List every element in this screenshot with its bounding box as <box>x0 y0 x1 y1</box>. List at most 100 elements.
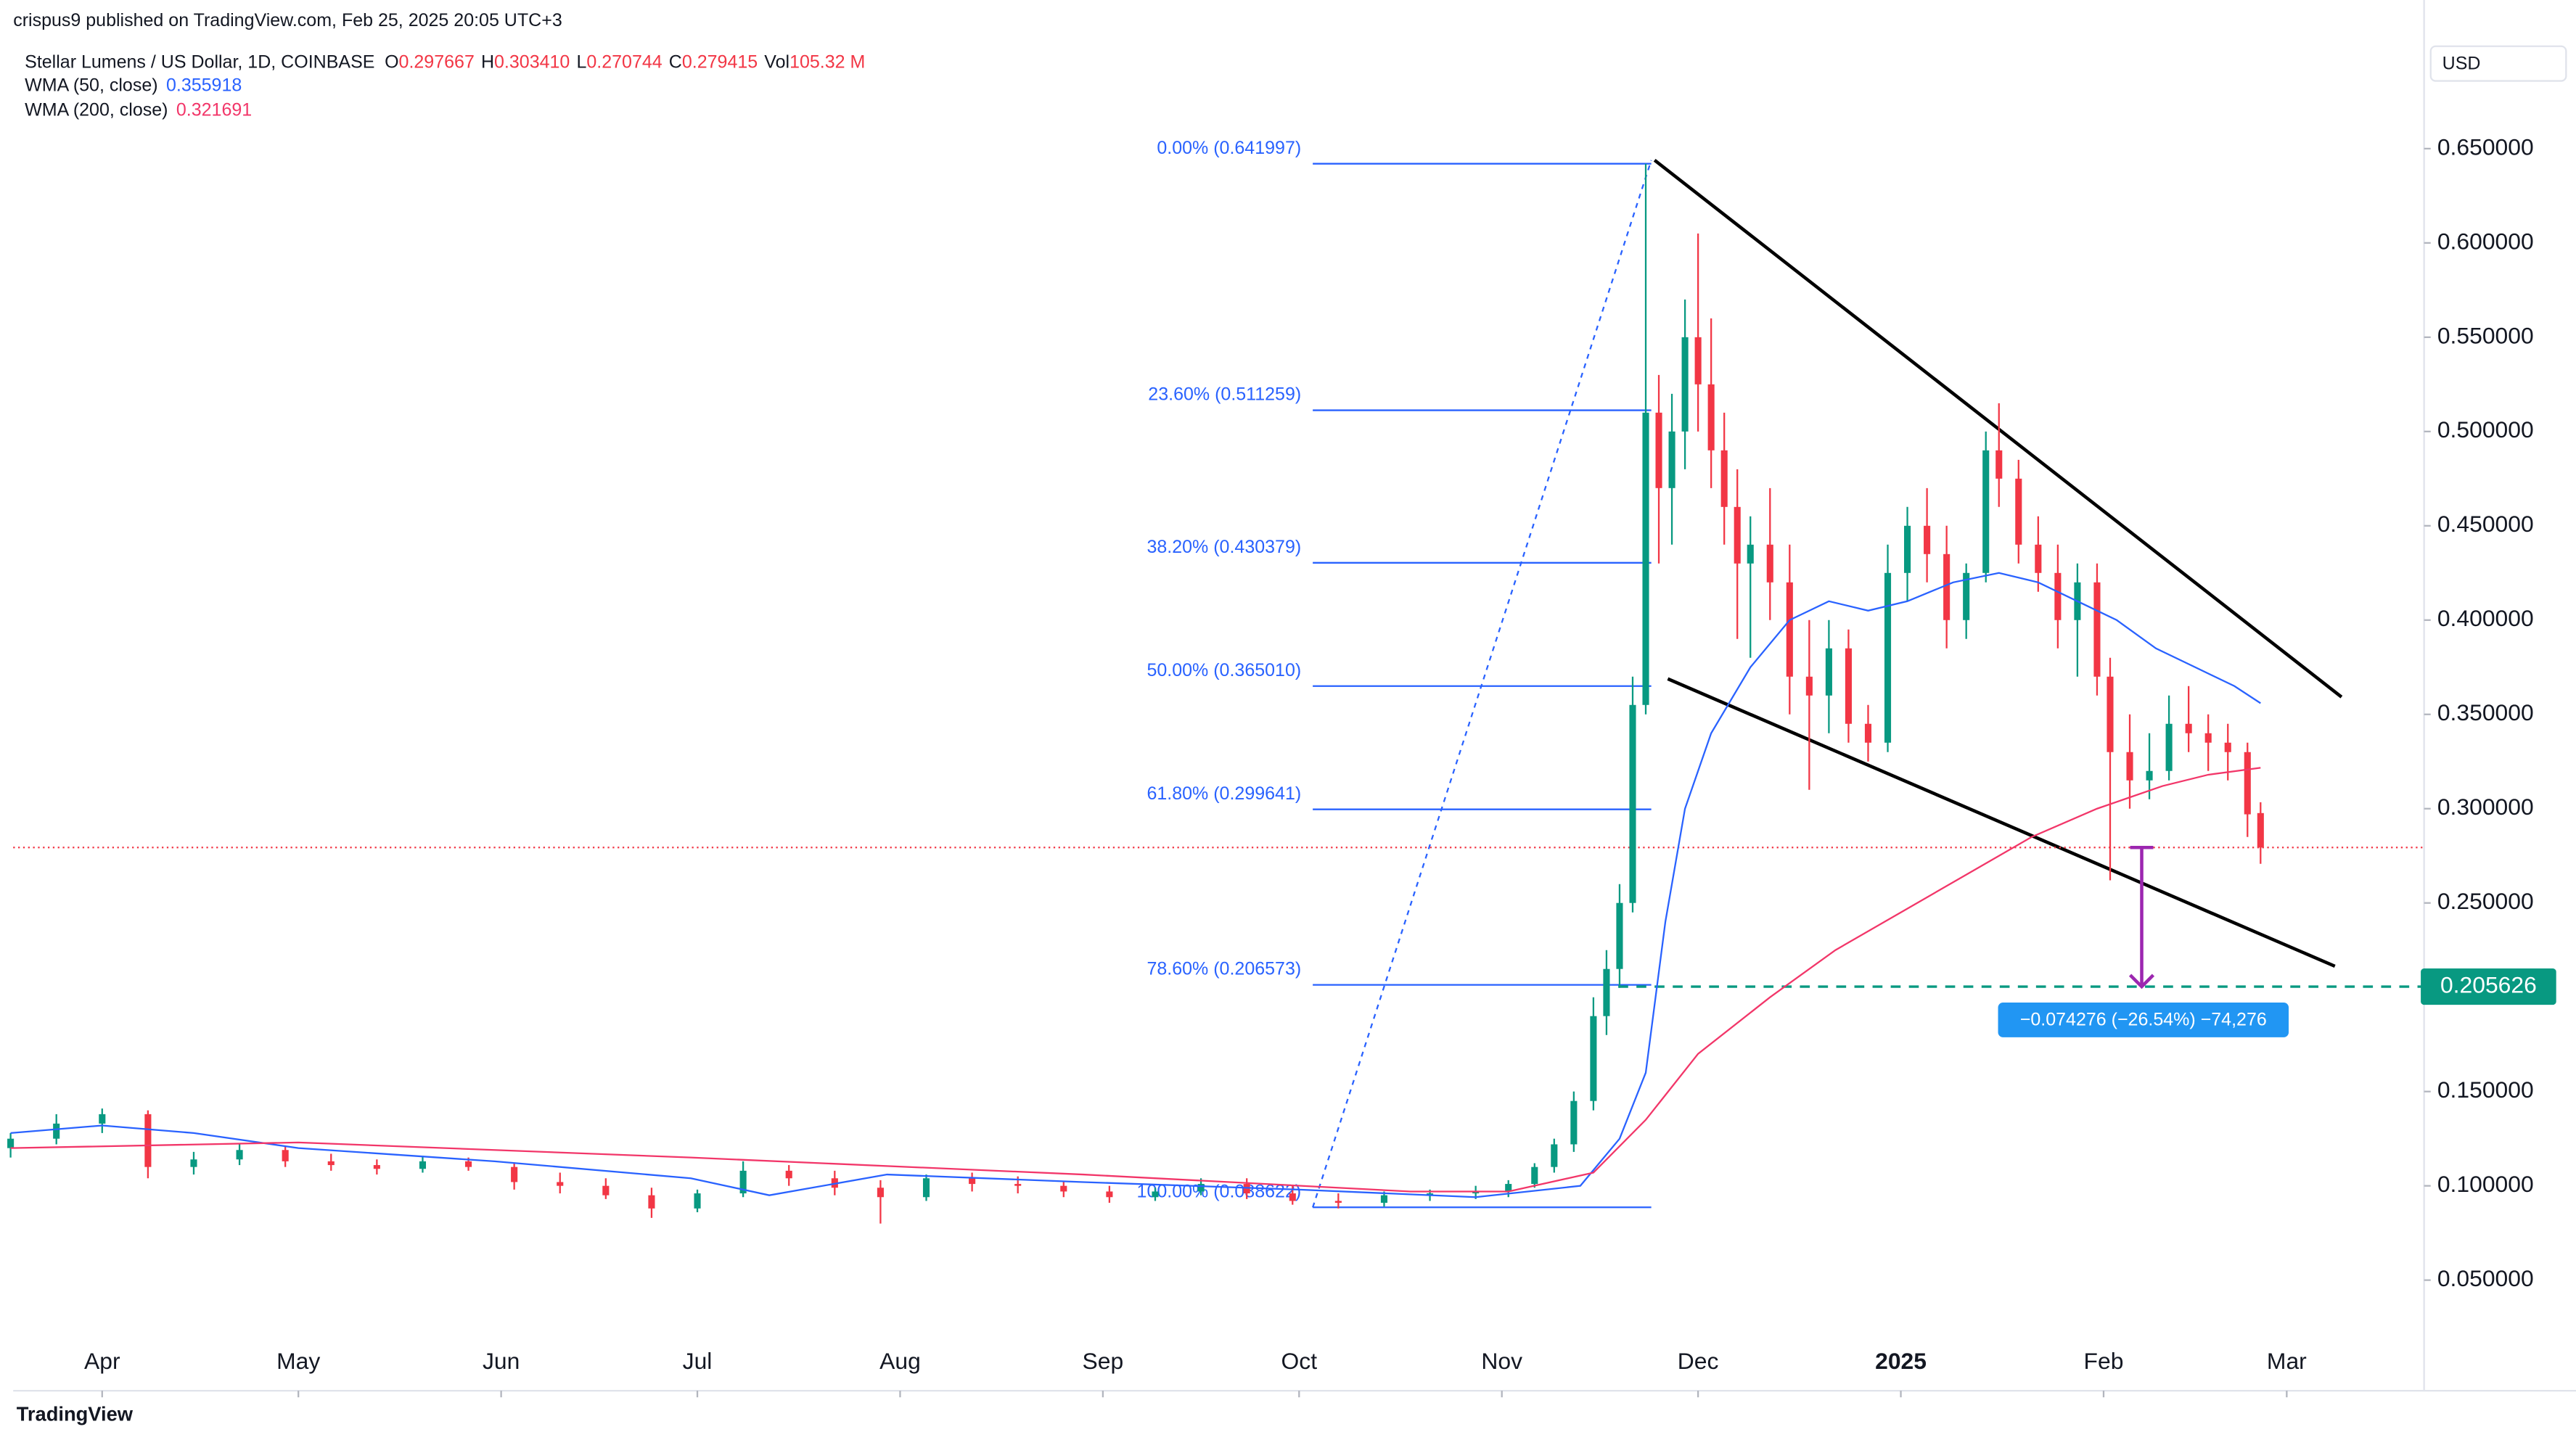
x-tick-label: Apr <box>84 1348 120 1374</box>
candle-body <box>373 1165 380 1169</box>
candle-body <box>1747 544 1754 564</box>
candle-body <box>1590 1016 1597 1101</box>
candle-body <box>1505 1184 1512 1192</box>
candle-body <box>1380 1195 1388 1203</box>
candle-body <box>1766 544 1773 583</box>
candle-body <box>1289 1193 1296 1201</box>
candle-body <box>99 1114 106 1124</box>
candle-body <box>1805 676 1813 696</box>
candle-body <box>1734 506 1741 564</box>
target-label-box <box>2421 968 2556 1005</box>
indicator-name: WMA (200, close) <box>25 99 168 120</box>
candle-body <box>7 1138 15 1148</box>
upper-trend-line <box>1653 159 2343 699</box>
candle-body <box>1707 384 1715 450</box>
candle-body <box>557 1182 564 1186</box>
candle-body <box>1681 337 1689 432</box>
candle-body <box>1995 450 2003 479</box>
currency-box[interactable] <box>2429 45 2567 82</box>
ohlc-key: H <box>481 52 494 72</box>
candle-body <box>1060 1185 1067 1192</box>
candle-body <box>969 1178 976 1185</box>
x-tick-label: Jul <box>683 1348 713 1374</box>
x-tick-label: Dec <box>1678 1348 1719 1374</box>
candle-body <box>2204 733 2212 743</box>
indicator-value: 0.321691 <box>176 99 252 120</box>
x-tick-label: May <box>276 1348 320 1374</box>
candle-body <box>739 1170 747 1194</box>
candle-body <box>1845 648 1852 724</box>
ohlc-key: O <box>385 52 398 72</box>
candle-body <box>2165 723 2173 771</box>
candle-body <box>648 1195 655 1209</box>
ohlc-value: 105.32 M <box>789 52 865 72</box>
candle-body <box>1655 412 1662 488</box>
x-tick-label: Mar <box>2267 1348 2307 1374</box>
candle-body <box>1904 525 1911 573</box>
candle-body <box>1152 1191 1159 1198</box>
candle-body <box>877 1188 884 1198</box>
candle-body <box>785 1170 792 1179</box>
candle-body <box>2224 742 2231 752</box>
published-note: crispus9 published on TradingView.com, F… <box>13 10 562 30</box>
y-tick-label: 0.550000 <box>2437 322 2534 348</box>
measure-arrow-head <box>2128 974 2155 989</box>
fib-label: 61.80% (0.299641) <box>1147 783 1301 804</box>
ohlc-value: 0.297667 <box>399 52 475 72</box>
x-tick-label: Jun <box>483 1348 520 1374</box>
candle-body <box>190 1159 197 1167</box>
candle-body <box>1629 704 1636 903</box>
ohlc-value: 0.279415 <box>682 52 758 72</box>
x-tick-label: Sep <box>1083 1348 1124 1374</box>
candle-body <box>1694 337 1702 384</box>
candle-body <box>1551 1144 1558 1167</box>
candle-body <box>1106 1191 1113 1198</box>
candle-body <box>1943 554 1951 620</box>
fib-label: 0.00% (0.641997) <box>1157 138 1301 158</box>
candle-body <box>1531 1166 1538 1185</box>
ohlc-value: 0.270744 <box>586 52 662 72</box>
candle-body <box>1603 968 1610 1016</box>
candle-body <box>1884 572 1892 743</box>
fib-label: 78.60% (0.206573) <box>1147 959 1301 979</box>
y-tick-label: 0.150000 <box>2437 1077 2534 1103</box>
candle-body <box>1334 1201 1342 1203</box>
candle-body <box>2146 770 2153 781</box>
candle-body <box>236 1150 243 1160</box>
candle-body <box>2054 572 2062 620</box>
y-tick-label: 0.400000 <box>2437 605 2534 631</box>
candle-body <box>2035 544 2042 573</box>
y-tick-label: 0.050000 <box>2437 1265 2534 1291</box>
ohlc-value: 0.303410 <box>494 52 570 72</box>
indicator-value: 0.355918 <box>166 75 242 95</box>
x-tick-label: 2025 <box>1875 1348 1927 1374</box>
y-tick-label: 0.500000 <box>2437 416 2534 443</box>
candle-body <box>1924 525 1931 554</box>
candle-body <box>1570 1100 1578 1145</box>
candle-body <box>419 1161 427 1169</box>
wma-line <box>10 572 2261 1198</box>
candle-body <box>327 1161 335 1166</box>
symbol: Stellar Lumens / US Dollar, 1D, COINBASE <box>25 52 374 72</box>
measure-box <box>1998 1003 2289 1037</box>
candle-body <box>2185 723 2192 733</box>
candle-body <box>53 1123 60 1139</box>
indicator-name: WMA (50, close) <box>25 75 157 95</box>
target-label: 0.205626 <box>2440 971 2537 997</box>
candle-body <box>2015 478 2022 545</box>
y-tick-label: 0.350000 <box>2437 699 2534 725</box>
fib-label: 38.20% (0.430379) <box>1147 537 1301 557</box>
y-tick-label: 0.100000 <box>2437 1171 2534 1197</box>
candle-body <box>1720 450 1728 507</box>
currency[interactable]: USD <box>2442 53 2481 73</box>
candle-body <box>1472 1191 1480 1194</box>
candle-body <box>511 1166 518 1182</box>
ohlc-key: C <box>669 52 682 72</box>
candle-body <box>2126 752 2133 781</box>
footer-logo[interactable]: TradingView <box>17 1402 134 1425</box>
candle-body <box>1642 412 1649 705</box>
candle-body <box>2257 812 2264 848</box>
candle-body <box>1864 723 1872 743</box>
